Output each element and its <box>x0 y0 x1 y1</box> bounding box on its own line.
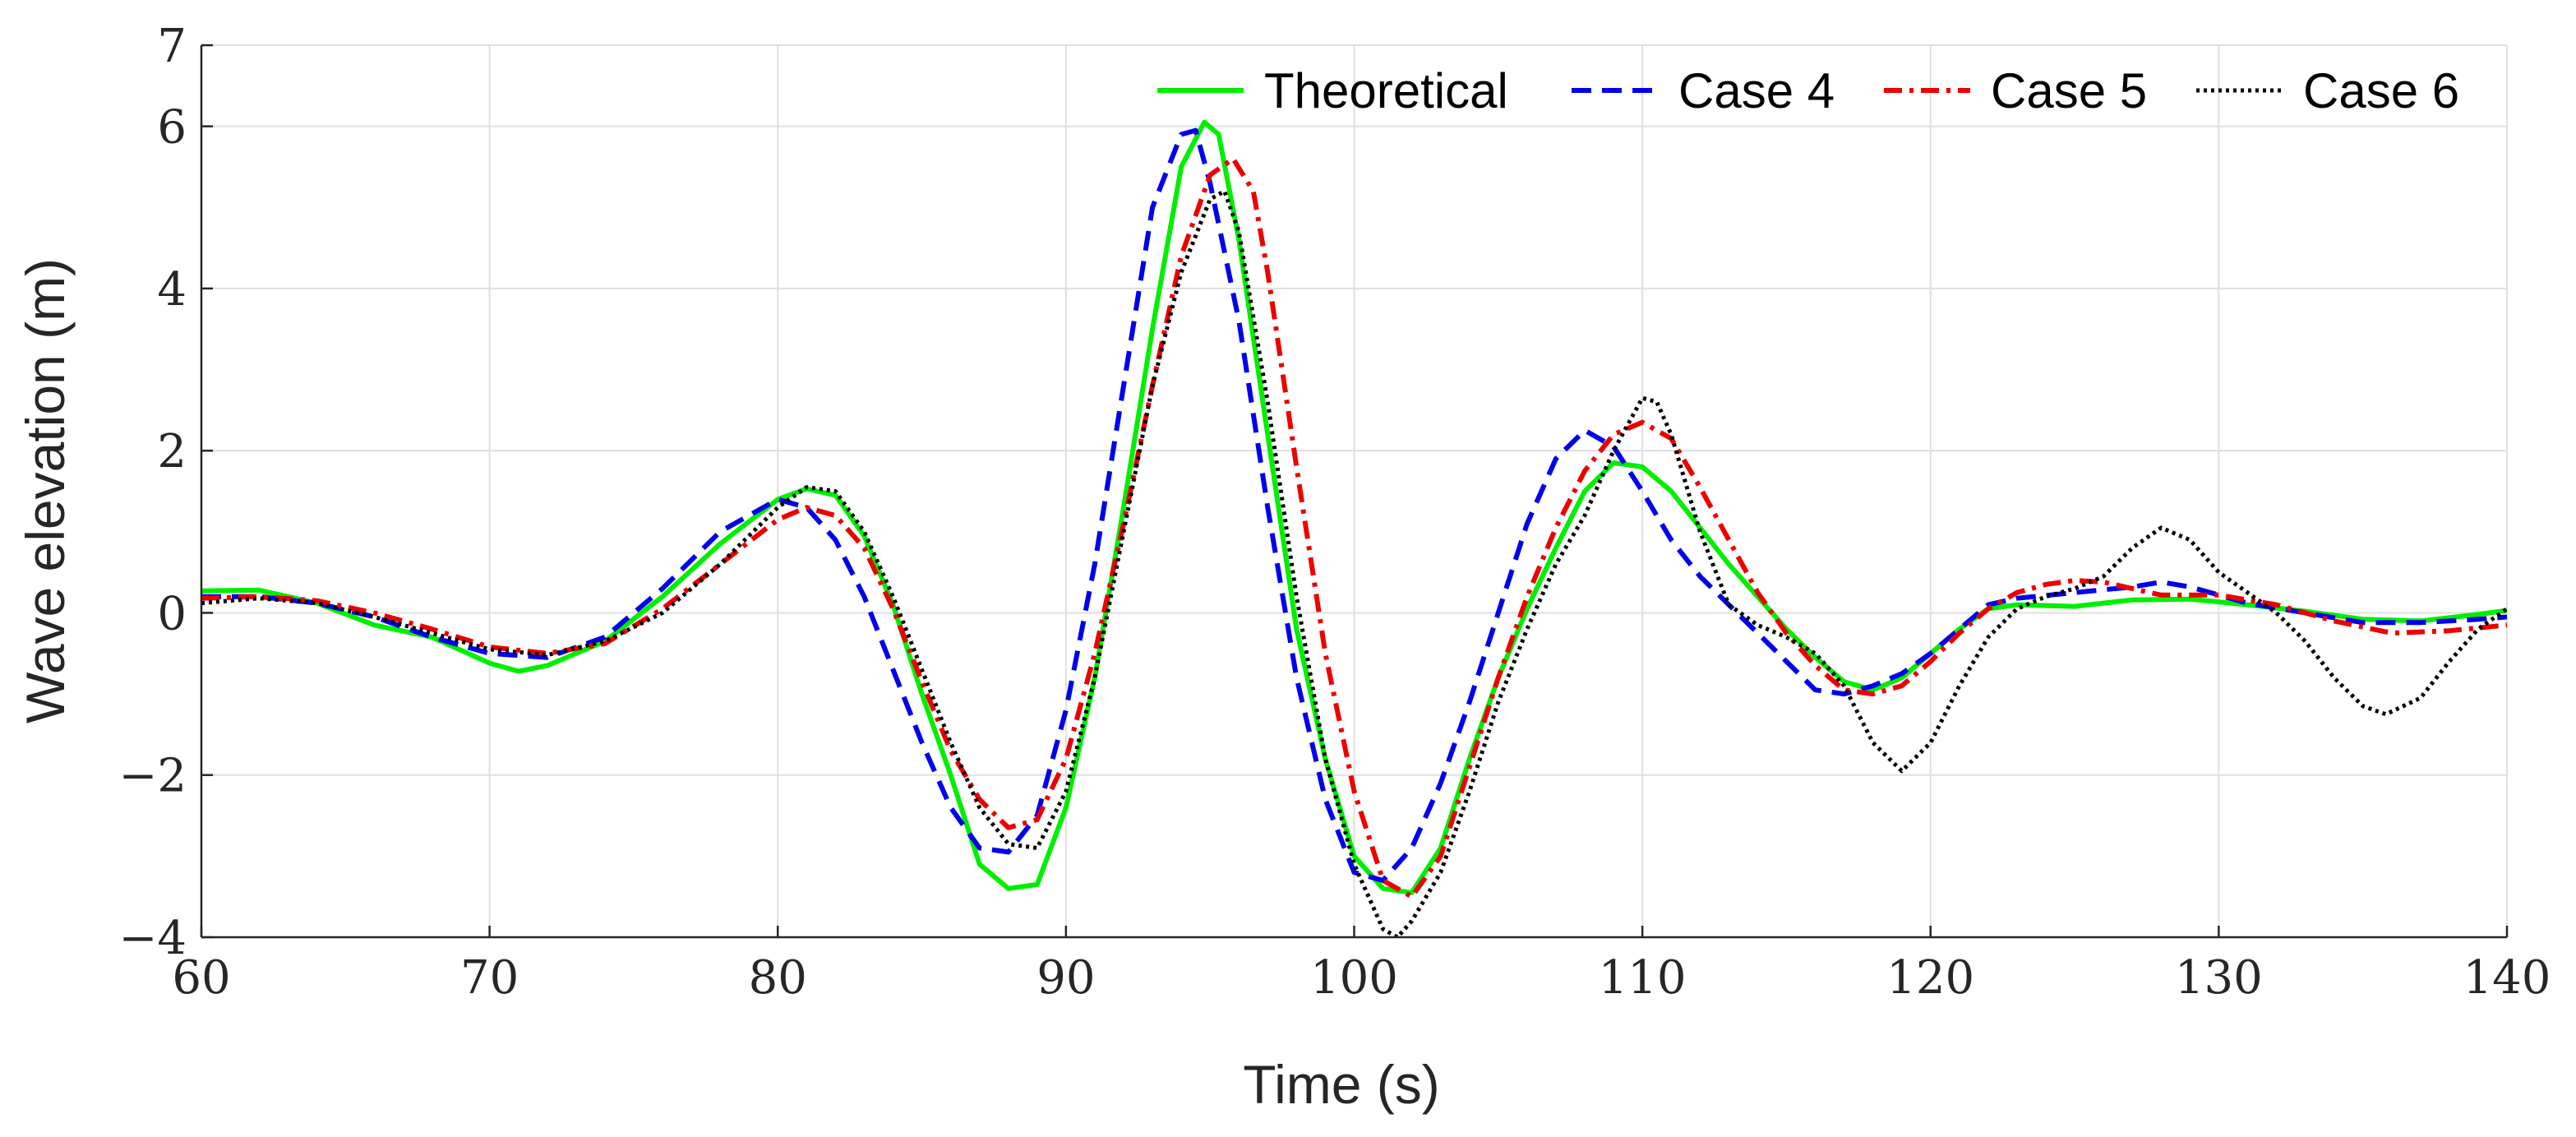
series-line-case-6 <box>201 189 2507 937</box>
legend: Theoretical Case 4 Case 5 Case 6 <box>1157 63 2459 118</box>
x-axis-label: Time (s) <box>1243 1054 1440 1115</box>
x-tick-label: 100 <box>1310 951 1398 1005</box>
x-tick-label: 60 <box>172 951 230 1005</box>
legend-label: Case 5 <box>1991 63 2147 118</box>
x-tick-label: 120 <box>1886 951 1974 1005</box>
x-tick-label: 110 <box>1599 951 1687 1005</box>
legend-label: Case 4 <box>1678 63 1835 118</box>
x-tick-label: 70 <box>460 951 519 1005</box>
ticks: 60 70 80 90 100 110 120 130 140 −4 −2 0 2 4 6 7 <box>118 20 2551 1005</box>
x-tick-label: 130 <box>2175 951 2263 1005</box>
series-group <box>201 119 2507 937</box>
x-tick-label: 80 <box>749 951 807 1005</box>
y-tick-label: 7 <box>157 20 187 73</box>
x-tick-label: 90 <box>1036 951 1095 1005</box>
legend-label: Case 6 <box>2303 63 2459 118</box>
series-line-case-4 <box>201 127 2507 883</box>
y-tick-label: 6 <box>157 101 187 155</box>
x-tick-label: 140 <box>2463 951 2551 1005</box>
y-axis-label: Wave elevation (m) <box>15 258 76 723</box>
series-line-case-5 <box>201 156 2507 899</box>
y-tick-label: −4 <box>118 912 187 965</box>
y-tick-label: 4 <box>157 263 187 317</box>
y-tick-label: −2 <box>118 750 187 803</box>
y-tick-label: 2 <box>157 425 187 478</box>
legend-label: Theoretical <box>1264 63 1508 118</box>
y-tick-label: 0 <box>157 587 187 640</box>
